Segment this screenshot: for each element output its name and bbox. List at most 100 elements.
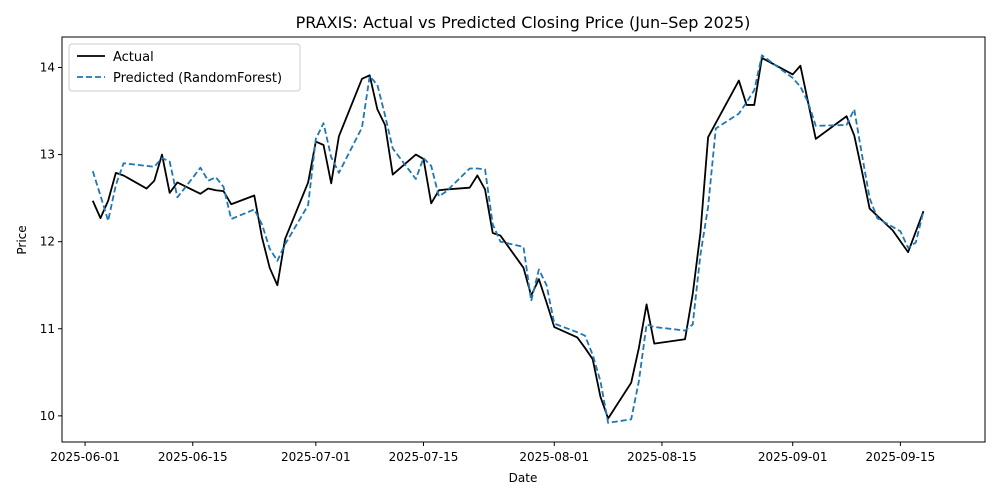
- data-point: [860, 170, 863, 173]
- data-point: [284, 238, 287, 241]
- data-point: [760, 54, 763, 57]
- data-point: [899, 230, 902, 233]
- data-point: [853, 134, 856, 137]
- x-tick-label: 2025-09-01: [758, 450, 828, 464]
- data-point: [699, 253, 702, 256]
- data-point: [868, 207, 871, 210]
- data-point: [753, 103, 756, 106]
- data-point: [799, 64, 802, 67]
- data-point: [537, 268, 540, 271]
- x-tick-label: 2025-06-15: [158, 450, 228, 464]
- data-point: [176, 181, 179, 184]
- legend-label-predicted: Predicted (RandomForest): [113, 71, 282, 86]
- data-point: [907, 251, 910, 254]
- data-point: [499, 234, 502, 237]
- data-point: [922, 210, 925, 213]
- data-point: [684, 329, 687, 332]
- data-point: [791, 76, 794, 79]
- data-point: [584, 334, 587, 337]
- x-tick-label: 2025-07-01: [281, 450, 351, 464]
- data-point: [737, 79, 740, 82]
- data-point: [337, 135, 340, 138]
- data-point: [737, 112, 740, 115]
- data-point: [391, 147, 394, 150]
- data-point: [330, 156, 333, 159]
- data-point: [437, 195, 440, 198]
- data-point: [268, 247, 271, 250]
- data-point: [630, 418, 633, 421]
- data-point: [868, 197, 871, 200]
- data-point: [430, 164, 433, 167]
- data-point: [530, 299, 533, 302]
- data-point: [107, 219, 110, 222]
- data-point: [160, 153, 163, 156]
- data-point: [753, 89, 756, 92]
- data-point: [360, 77, 363, 80]
- series-actual: [91, 57, 925, 420]
- data-point: [599, 380, 602, 383]
- data-point: [491, 231, 494, 234]
- data-point: [699, 231, 702, 234]
- data-point: [707, 205, 710, 208]
- data-point: [714, 127, 717, 130]
- data-point: [537, 278, 540, 281]
- data-point: [468, 186, 471, 189]
- data-point: [799, 85, 802, 88]
- data-point: [468, 167, 471, 170]
- data-point: [122, 174, 125, 177]
- data-point: [384, 123, 387, 126]
- data-point: [91, 199, 94, 202]
- data-point: [553, 322, 556, 325]
- data-point: [645, 323, 648, 326]
- data-point: [845, 115, 848, 118]
- data-point: [414, 177, 417, 180]
- y-tick-label: 10: [40, 409, 55, 423]
- data-point: [284, 243, 287, 246]
- data-point: [576, 331, 579, 334]
- data-point: [253, 194, 256, 197]
- data-point: [914, 241, 917, 244]
- data-point: [145, 187, 148, 190]
- data-point: [384, 114, 387, 117]
- legend-label-actual: Actual: [113, 50, 154, 65]
- y-axis-title: Price: [15, 225, 29, 254]
- data-point: [707, 136, 710, 139]
- data-point: [199, 192, 202, 195]
- data-point: [160, 157, 163, 160]
- data-point: [484, 168, 487, 171]
- data-point: [376, 83, 379, 86]
- data-point: [860, 153, 863, 156]
- data-point: [599, 395, 602, 398]
- x-axis: 2025-06-01 2025-06-15 2025-07-01 2025-07-15…: [50, 442, 935, 464]
- data-point: [322, 122, 325, 125]
- data-point: [114, 171, 117, 174]
- data-point: [499, 240, 502, 243]
- data-point: [276, 259, 279, 262]
- chart-title: PRAXIS: Actual vs Predicted Closing Pric…: [296, 13, 751, 32]
- data-point: [268, 266, 271, 269]
- data-point: [637, 346, 640, 349]
- x-tick-label: 2025-06-01: [50, 450, 120, 464]
- data-point: [576, 336, 579, 339]
- data-point: [653, 326, 656, 329]
- data-point: [814, 124, 817, 127]
- data-point: [168, 191, 171, 194]
- data-point: [184, 186, 187, 189]
- data-point: [368, 75, 371, 78]
- y-tick-label: 12: [40, 235, 55, 249]
- data-point: [522, 245, 525, 248]
- legend-box: [68, 43, 301, 92]
- data-point: [522, 266, 525, 269]
- data-point: [553, 326, 556, 329]
- y-tick-label: 14: [40, 60, 55, 74]
- data-point: [91, 170, 94, 173]
- data-point: [876, 217, 879, 220]
- data-point: [314, 137, 317, 140]
- data-point: [276, 284, 279, 287]
- data-point: [222, 185, 225, 188]
- data-point: [260, 236, 263, 239]
- data-point: [545, 284, 548, 287]
- data-point: [491, 223, 494, 226]
- data-point: [376, 108, 379, 111]
